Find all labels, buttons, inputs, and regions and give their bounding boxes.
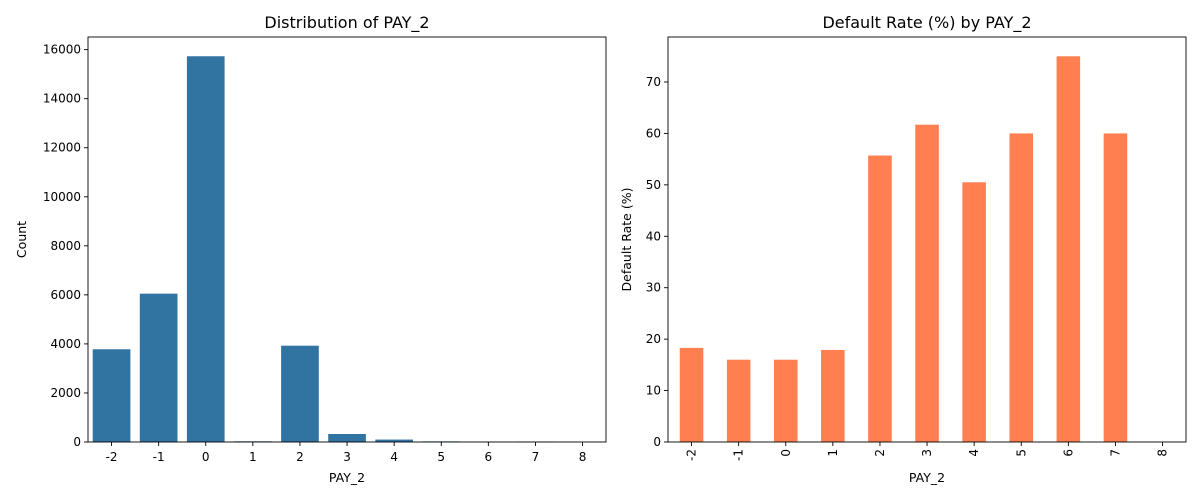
chart-title: Default Rate (%) by PAY_2 (822, 13, 1031, 33)
y-tick-label: 4000 (50, 337, 81, 351)
y-tick-label: 8000 (50, 239, 81, 253)
x-tick-label: -1 (732, 449, 746, 461)
y-tick-label: 10 (646, 384, 661, 398)
chart-1: 0 2000 4000 6000 8000 10000 12000 14000 16000 -2 -… (14, 13, 607, 485)
x-tick-label: 3 (343, 450, 351, 464)
bar-0 (186, 56, 225, 443)
x-tick-label: -2 (685, 449, 699, 461)
bar-2 (281, 345, 319, 442)
bar-7 (1103, 133, 1128, 442)
y-tick-label: 16000 (43, 43, 81, 57)
y-tick-label: 6000 (50, 288, 81, 302)
x-tick-label: 7 (532, 450, 540, 464)
bar-4 (962, 182, 986, 443)
y-tick-label: 2000 (50, 386, 81, 400)
x-tick-label: 0 (202, 450, 210, 464)
bar--1 (139, 293, 178, 442)
x-tick-label: 6 (1061, 449, 1075, 457)
y-tick-label: 14000 (43, 92, 81, 106)
bar-3 (328, 434, 366, 442)
chart-title: Distribution of PAY_2 (264, 13, 429, 33)
y-tick-label: 0 (653, 435, 661, 449)
bar-6 (1056, 56, 1081, 443)
x-tick-label: 3 (920, 449, 934, 457)
x-tick-label: 1 (826, 449, 840, 457)
x-tick-label: 8 (1156, 449, 1170, 457)
x-tick-label: 5 (437, 450, 445, 464)
y-tick-label: 60 (646, 126, 661, 140)
chart-2: 0 10 20 30 40 50 60 70 -2 -1 0 1 2 3 4 5 6 7 8 Default Rate… (619, 13, 1187, 485)
bar--2 (679, 347, 704, 442)
y-tick-label: 40 (646, 229, 661, 243)
bar-0 (773, 359, 798, 442)
x-tick-label: 0 (779, 449, 793, 457)
y-tick-label: 30 (646, 281, 661, 295)
y-tick-label: 10000 (43, 190, 81, 204)
bar-5 (1009, 133, 1034, 442)
x-tick-label: -1 (153, 450, 165, 464)
x-tick-label: 1 (249, 450, 257, 464)
bar-3 (915, 124, 939, 442)
x-tick-label: 4 (390, 450, 398, 464)
y-tick-label: 20 (646, 332, 661, 346)
x-axis-label: PAY_2 (909, 470, 945, 485)
bar-2 (868, 155, 892, 443)
x-tick-label: 4 (967, 449, 981, 457)
bar--1 (726, 359, 751, 442)
y-tick-label: 50 (646, 178, 661, 192)
x-tick-label: 6 (485, 450, 493, 464)
bar-1 (821, 349, 845, 442)
bar--2 (92, 349, 131, 442)
x-tick-label: 2 (873, 449, 887, 457)
x-tick-label: -2 (106, 450, 118, 464)
y-axis-label: Default Rate (%) (619, 188, 634, 292)
y-tick-label: 0 (73, 435, 81, 449)
x-tick-label: 7 (1108, 449, 1122, 457)
y-axis-label: Count (14, 221, 29, 258)
x-tick-label: 8 (579, 450, 587, 464)
y-tick-label: 70 (646, 75, 661, 89)
x-tick-label: 5 (1014, 449, 1028, 457)
bar-4 (375, 439, 413, 442)
y-tick-label: 12000 (43, 141, 81, 155)
x-tick-label: 2 (296, 450, 304, 464)
x-axis-label: PAY_2 (329, 470, 365, 485)
